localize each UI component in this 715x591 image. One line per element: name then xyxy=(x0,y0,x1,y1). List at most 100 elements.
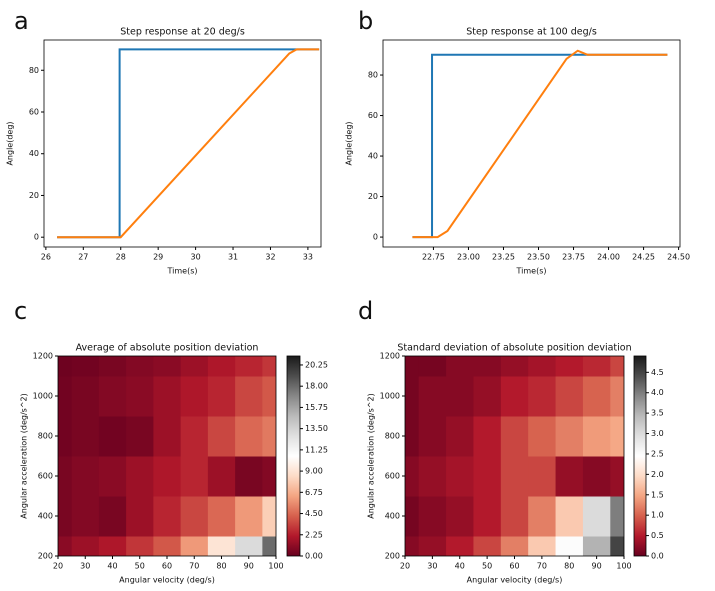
x-tick-label: 30 xyxy=(80,562,90,571)
colorbar-tick-label: 2.0 xyxy=(651,470,664,479)
heat-cell xyxy=(528,496,557,537)
heat-cell xyxy=(180,376,209,417)
heat-cell xyxy=(418,496,447,537)
plot-frame xyxy=(382,39,681,248)
y-tick-label: 0 xyxy=(373,233,378,242)
y-tick-label: 20 xyxy=(29,191,39,200)
x-tick-label: 32 xyxy=(265,253,275,262)
heat-cell xyxy=(207,496,236,537)
heat-cell xyxy=(610,416,624,457)
x-tick-label: 23.00 xyxy=(457,253,480,262)
heat-cell xyxy=(473,376,502,417)
heat-cell xyxy=(582,356,611,377)
heat-cell xyxy=(405,536,420,556)
heat-cell xyxy=(262,356,276,377)
x-axis-label: Angular velocity (deg/s) xyxy=(119,576,215,585)
colorbar-tick-label: 9.00 xyxy=(305,467,323,476)
colorbar-tick-label: 18.00 xyxy=(305,382,328,391)
heat-cell xyxy=(405,416,420,457)
x-tick-label: 24.25 xyxy=(632,253,655,262)
heat-cell xyxy=(418,356,447,377)
heat-cell xyxy=(235,356,263,377)
plot-frame xyxy=(43,39,322,248)
x-tick-label: 33 xyxy=(303,253,313,262)
x-tick-label: 27 xyxy=(78,253,88,262)
heat-cell xyxy=(126,376,154,417)
x-tick-label: 30 xyxy=(191,253,201,262)
heat-cell xyxy=(180,536,209,556)
heat-cell xyxy=(98,456,127,497)
heat-cell xyxy=(418,456,447,497)
y-axis-label: Angular acceleration (deg/s^2) xyxy=(20,393,29,518)
heat-cell xyxy=(418,376,447,417)
heat-cell xyxy=(98,376,127,417)
chart-title: Step response at 100 deg/s xyxy=(466,27,597,38)
heat-cell xyxy=(500,496,529,537)
y-axis-label: Angle(deg) xyxy=(345,121,354,165)
colorbar-tick-label: 0.00 xyxy=(305,552,323,561)
heat-cell xyxy=(153,376,182,417)
x-tick-label: 26 xyxy=(41,253,51,262)
y-tick-label: 80 xyxy=(29,66,39,75)
line-series xyxy=(57,48,320,239)
heat-cell xyxy=(405,496,420,537)
y-tick-label: 60 xyxy=(368,111,378,120)
x-tick-label: 100 xyxy=(616,562,631,571)
x-tick-label: 20 xyxy=(53,562,63,571)
heat-cell xyxy=(500,416,529,457)
heat-cell xyxy=(207,356,236,377)
heat-cell xyxy=(180,496,209,537)
heat-cell xyxy=(153,356,182,377)
heat-cell xyxy=(500,536,529,556)
x-tick-label: 70 xyxy=(537,562,547,571)
heat-cell xyxy=(446,536,474,556)
line-series xyxy=(412,49,668,239)
heat-cell xyxy=(71,356,100,377)
y-tick-label: 800 xyxy=(38,432,53,441)
chart-title: Standard deviation of absolute position … xyxy=(397,343,631,354)
x-tick-label: 40 xyxy=(107,562,117,571)
heat-cell xyxy=(58,356,73,377)
y-tick-label: 1200 xyxy=(33,352,53,361)
x-tick-label: 80 xyxy=(216,562,226,571)
y-axis-label: Angle(deg) xyxy=(6,121,15,165)
x-tick-label: 23.75 xyxy=(562,253,585,262)
heat-cell xyxy=(528,536,557,556)
heat-cell xyxy=(555,456,584,497)
heat-cell xyxy=(555,536,584,556)
heat-cell xyxy=(528,416,557,457)
heat-cell xyxy=(98,496,127,537)
colorbar-tick-label: 1.0 xyxy=(651,511,664,520)
colorbar-tick-label: 13.50 xyxy=(305,424,328,433)
heat-cell xyxy=(71,376,100,417)
heat-cell xyxy=(473,456,502,497)
heat-cell xyxy=(446,356,474,377)
heat-cell xyxy=(473,496,502,537)
x-tick-label: 80 xyxy=(564,562,574,571)
heat-cell xyxy=(126,356,154,377)
x-tick-label: 70 xyxy=(189,562,199,571)
heat-cell xyxy=(262,496,276,537)
chart-title: Average of absolute position deviation xyxy=(76,343,259,354)
y-tick-label: 800 xyxy=(385,432,400,441)
heat-cell xyxy=(500,456,529,497)
heat-cell xyxy=(153,416,182,457)
y-tick-label: 200 xyxy=(385,552,400,561)
heat-cell xyxy=(126,416,154,457)
heat-cell xyxy=(58,536,73,556)
heat-cell xyxy=(582,416,611,457)
heat-cell xyxy=(446,496,474,537)
colorbar-tick-label: 1.5 xyxy=(651,490,664,499)
panel-letter: c xyxy=(14,297,27,325)
heat-cell xyxy=(58,376,73,417)
colorbar-tick-label: 3.5 xyxy=(651,409,664,418)
x-tick-label: 30 xyxy=(427,562,437,571)
colorbar-tick-label: 20.25 xyxy=(305,360,328,369)
heat-cell xyxy=(98,356,127,377)
y-tick-label: 400 xyxy=(38,512,53,521)
x-tick-label: 50 xyxy=(135,562,145,571)
heat-cell xyxy=(582,536,611,556)
heat-cell xyxy=(58,416,73,457)
x-axis-label: Angular velocity (deg/s) xyxy=(467,576,563,585)
